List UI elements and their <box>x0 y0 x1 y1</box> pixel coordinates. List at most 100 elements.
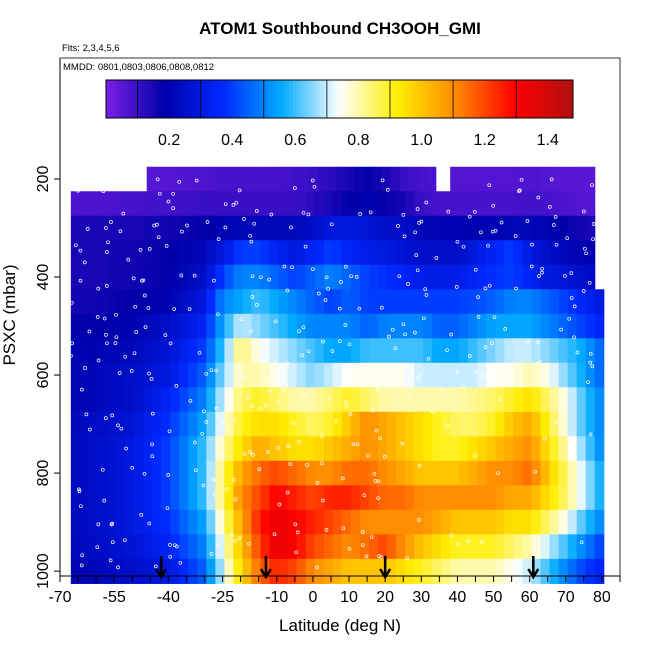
observation-point <box>285 361 289 366</box>
heatmap-cell <box>377 338 388 364</box>
heatmap-cell <box>336 166 347 192</box>
heatmap-cell <box>495 166 505 192</box>
heatmap-cell <box>359 215 370 241</box>
observation-point <box>104 284 109 288</box>
heatmap-cell <box>540 436 551 462</box>
heatmap-cell <box>242 215 253 241</box>
heatmap-cell <box>594 387 605 413</box>
heatmap-cell <box>233 485 244 511</box>
heatmap-cell <box>558 166 569 192</box>
heatmap-cell <box>242 264 253 290</box>
heatmap-cell <box>567 313 578 339</box>
heatmap-cell <box>332 485 343 511</box>
x-tick-label: 80 <box>593 589 611 606</box>
observation-point <box>483 345 488 349</box>
heatmap-cell <box>170 264 180 290</box>
observation-point <box>483 286 488 291</box>
heatmap-cell <box>540 313 551 339</box>
heatmap-cell <box>188 534 198 560</box>
heatmap-cell <box>97 240 108 266</box>
observation-point <box>231 203 236 207</box>
heatmap-cell <box>224 485 235 511</box>
heatmap-cell <box>269 240 280 266</box>
observation-point <box>252 221 257 226</box>
heatmap-cell <box>97 387 108 413</box>
heatmap-cell <box>161 460 171 486</box>
heatmap-cell <box>477 264 487 290</box>
heatmap-cell <box>70 411 81 437</box>
observation-point <box>316 291 321 296</box>
heatmap-cell <box>450 240 460 266</box>
heatmap-cell <box>377 289 388 315</box>
observation-point <box>132 351 137 356</box>
observation-point <box>403 332 407 337</box>
heatmap-cell <box>233 411 244 437</box>
heatmap-cell <box>540 534 551 560</box>
heatmap-cell <box>246 166 256 192</box>
colorbar-segment <box>347 80 352 118</box>
heatmap-cell <box>116 215 126 241</box>
heatmap-cell <box>549 509 560 535</box>
heatmap-cell <box>97 485 108 511</box>
observation-point <box>155 177 160 182</box>
observation-point <box>225 427 230 432</box>
heatmap-cell <box>206 411 216 437</box>
observation-point <box>172 307 177 311</box>
flight-arrow-head <box>259 568 272 580</box>
heatmap-cell <box>242 338 253 364</box>
heatmap-cell <box>368 485 379 511</box>
heatmap-cell <box>450 166 460 192</box>
observation-point <box>118 177 122 181</box>
observation-point <box>293 522 298 527</box>
observation-point <box>117 371 122 375</box>
heatmap-cell <box>558 558 569 584</box>
x-axis: -70 -55 -40 -25 -10 0 10 20 30 40 50 60 70 80 <box>48 575 621 606</box>
heatmap-cell <box>441 240 451 266</box>
heatmap-cell <box>106 362 117 388</box>
heatmap-cell <box>405 313 415 339</box>
heatmap-cell <box>423 362 433 388</box>
observation-point <box>142 293 147 298</box>
colorbar-segment <box>179 80 185 118</box>
heatmap-cell <box>116 264 126 290</box>
heatmap-cell <box>206 509 216 535</box>
heatmap-cell <box>97 558 108 584</box>
heatmap-cell <box>540 215 551 241</box>
heatmap-cell <box>215 509 225 535</box>
observation-point <box>276 400 281 405</box>
heatmap-cell <box>296 411 307 437</box>
heatmap-cell <box>414 460 424 486</box>
observation-point <box>188 398 193 403</box>
heatmap-cell <box>594 534 605 560</box>
heatmap-cell <box>161 436 171 462</box>
heatmap-cell <box>242 558 253 584</box>
heatmap-cell <box>278 485 289 511</box>
heatmap-cell <box>405 460 415 486</box>
colorbar-segment <box>386 80 391 118</box>
observation-point <box>387 334 391 339</box>
heatmap-cell <box>368 460 379 486</box>
heatmap-cell <box>414 485 424 511</box>
heatmap-cell <box>513 460 524 486</box>
heatmap-cell <box>549 534 560 560</box>
colorbar-segment <box>475 80 481 118</box>
colorbar-segment <box>242 80 247 118</box>
heatmap-cell <box>495 387 505 413</box>
y-tick-label: 400 <box>35 264 52 291</box>
observation-point <box>321 339 325 344</box>
observation-point <box>163 333 168 337</box>
heatmap-cell <box>287 191 298 217</box>
heatmap-cell <box>224 436 235 462</box>
observation-point <box>476 295 480 299</box>
observation-point <box>180 229 184 234</box>
observation-point <box>581 209 586 214</box>
heatmap-cell <box>79 558 90 584</box>
heatmap-cell <box>260 485 271 511</box>
observation-point <box>282 264 287 269</box>
observation-point <box>344 264 348 269</box>
observation-point <box>349 274 353 279</box>
heatmap-cell <box>345 166 356 192</box>
observation-point <box>440 387 445 392</box>
observation-point <box>360 530 365 534</box>
heatmap-cell <box>377 411 388 437</box>
